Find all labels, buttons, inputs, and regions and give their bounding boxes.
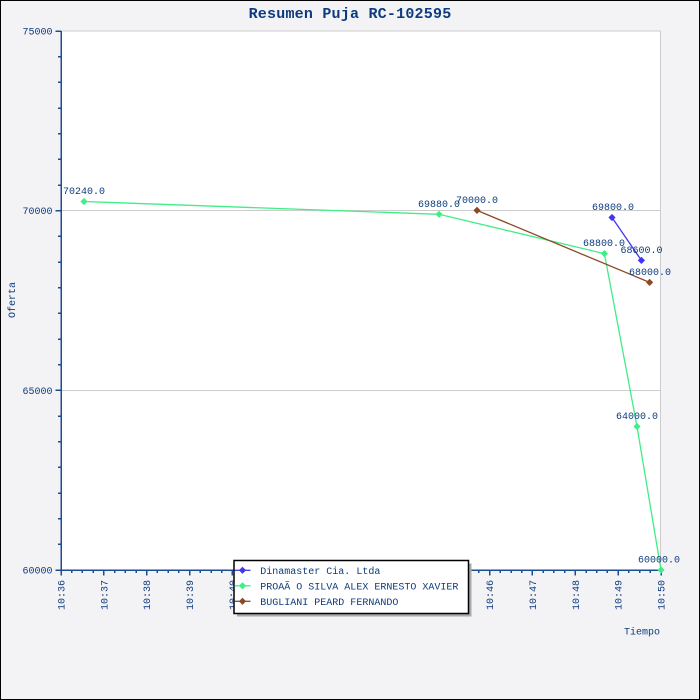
svg-text:10:39: 10:39 bbox=[186, 580, 197, 610]
svg-text:68800.0: 68800.0 bbox=[583, 239, 625, 250]
svg-text:60000.0: 60000.0 bbox=[638, 556, 680, 567]
svg-text:70240.0: 70240.0 bbox=[63, 187, 105, 198]
svg-text:68600.0: 68600.0 bbox=[620, 246, 662, 257]
svg-text:10:36: 10:36 bbox=[58, 580, 69, 610]
svg-text:10:37: 10:37 bbox=[100, 580, 111, 610]
svg-text:10:48: 10:48 bbox=[572, 580, 583, 610]
svg-text:75000: 75000 bbox=[22, 28, 52, 39]
svg-text:70000: 70000 bbox=[22, 207, 52, 218]
svg-text:64000.0: 64000.0 bbox=[616, 412, 658, 423]
svg-text:BUGLIANI PEARD FERNANDO: BUGLIANI PEARD FERNANDO bbox=[260, 598, 398, 609]
svg-text:Resumen Puja RC-102595: Resumen Puja RC-102595 bbox=[249, 6, 452, 23]
svg-text:70000.0: 70000.0 bbox=[456, 196, 498, 207]
svg-text:10:46: 10:46 bbox=[486, 580, 497, 610]
svg-text:10:50: 10:50 bbox=[658, 580, 669, 610]
svg-text:68000.0: 68000.0 bbox=[629, 268, 671, 279]
svg-text:60000: 60000 bbox=[22, 567, 52, 578]
svg-text:10:49: 10:49 bbox=[615, 580, 626, 610]
svg-text:10:47: 10:47 bbox=[529, 580, 540, 610]
svg-text:69800.0: 69800.0 bbox=[592, 203, 634, 214]
svg-text:65000: 65000 bbox=[22, 387, 52, 398]
svg-text:Tiempo: Tiempo bbox=[624, 627, 660, 639]
svg-text:PROAÃ O SILVA ALEX ERNESTO XAV: PROAÃ O SILVA ALEX ERNESTO XAVIER bbox=[260, 580, 458, 593]
svg-text:10:38: 10:38 bbox=[143, 580, 154, 610]
svg-text:Dinamaster Cia. Ltda: Dinamaster Cia. Ltda bbox=[260, 566, 380, 578]
svg-text:Oferta: Oferta bbox=[7, 282, 19, 318]
svg-text:69880.0: 69880.0 bbox=[418, 200, 460, 211]
